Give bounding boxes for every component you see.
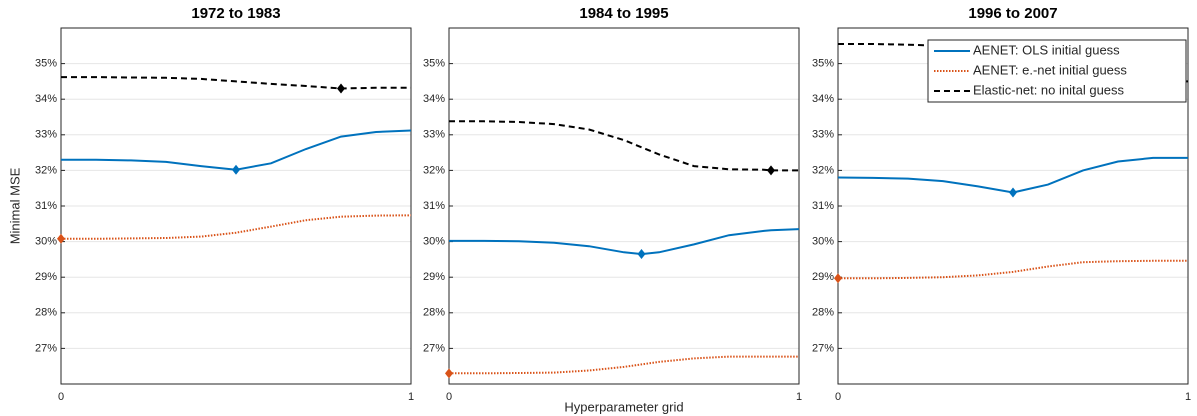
y-tick-label: 30% <box>812 236 834 248</box>
y-tick-label: 30% <box>423 236 445 248</box>
y-tick-label: 32% <box>812 164 834 176</box>
y-tick-label: 28% <box>423 307 445 319</box>
min-marker <box>834 273 842 284</box>
legend-label: AENET: OLS initial guess <box>973 42 1120 57</box>
y-tick-label: 32% <box>35 164 57 176</box>
min-marker <box>637 249 646 260</box>
chart-title: 1972 to 1983 <box>191 5 280 22</box>
min-marker <box>1009 187 1017 198</box>
min-marker <box>767 165 775 176</box>
x-tick-label: 1 <box>796 391 802 403</box>
x-tick-label: 1 <box>408 391 414 403</box>
y-tick-label: 35% <box>35 58 57 70</box>
y-tick-label: 29% <box>35 271 57 283</box>
y-tick-label: 29% <box>812 271 834 283</box>
series-line <box>449 355 799 375</box>
x-tick-label: 0 <box>58 391 64 403</box>
legend-box <box>927 39 1187 103</box>
y-tick-label: 27% <box>423 342 445 354</box>
y-tick-label: 31% <box>35 200 57 212</box>
axes-box <box>448 27 800 385</box>
min-marker <box>445 368 453 379</box>
series-line <box>838 259 1188 280</box>
y-tick-label: 28% <box>35 307 57 319</box>
legend-label: AENET: e.-net initial guess <box>973 62 1127 77</box>
series-line <box>61 214 412 240</box>
y-tick-label: 35% <box>812 58 834 70</box>
y-tick-label: 31% <box>423 200 445 212</box>
axes-box <box>837 27 1189 385</box>
y-tick-label: 27% <box>35 342 57 354</box>
chart-title: 1984 to 1995 <box>579 5 668 22</box>
legend-label: Elastic-net: no inital guess <box>973 82 1125 97</box>
series-line <box>61 76 411 90</box>
x-tick-label: 1 <box>1185 391 1191 403</box>
min-marker <box>57 233 65 244</box>
x-axis-label: Hyperparameter grid <box>564 399 683 414</box>
chart-title: 1996 to 2007 <box>968 5 1057 22</box>
x-tick-label: 0 <box>446 391 452 403</box>
y-tick-label: 29% <box>423 271 445 283</box>
min-marker <box>232 164 240 175</box>
y-tick-label: 34% <box>812 93 834 105</box>
y-tick-label: 33% <box>35 129 57 141</box>
y-tick-label: 32% <box>423 164 445 176</box>
y-axis-label: Minimal MSE <box>7 167 22 244</box>
y-tick-label: 27% <box>812 342 834 354</box>
y-tick-label: 31% <box>812 200 834 212</box>
y-tick-label: 28% <box>812 307 834 319</box>
y-tick-label: 35% <box>423 58 445 70</box>
y-tick-label: 34% <box>423 93 445 105</box>
series-line <box>449 120 799 172</box>
y-tick-label: 34% <box>35 93 57 105</box>
min-marker <box>337 83 345 94</box>
x-tick-label: 0 <box>835 391 841 403</box>
y-tick-label: 33% <box>812 129 834 141</box>
axes-box <box>60 27 412 385</box>
y-tick-label: 30% <box>35 236 57 248</box>
y-tick-label: 33% <box>423 129 445 141</box>
